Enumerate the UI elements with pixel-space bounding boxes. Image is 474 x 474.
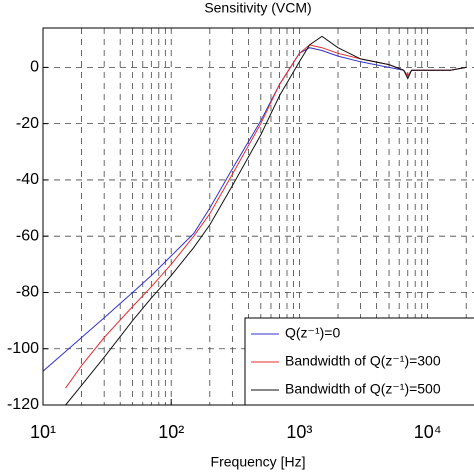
legend-box [244, 317, 474, 406]
y-tick-label: -20 [16, 115, 39, 132]
legend-label: Q(z⁻¹)=0 [285, 325, 340, 341]
x-tick-label: 10³ [286, 422, 312, 442]
y-tick-label: 0 [30, 59, 39, 76]
x-tick-label: 10⁴ [414, 422, 442, 442]
x-tick-label: 10² [158, 422, 184, 442]
y-tick-label: -40 [16, 171, 39, 188]
x-axis-label: Frequency [Hz] [211, 454, 306, 470]
legend-label: Bandwidth of Q(z⁻¹)=300 [285, 353, 441, 369]
legend-label: Bandwidth of Q(z⁻¹)=500 [285, 381, 441, 397]
y-tick-label: -100 [7, 340, 39, 357]
series-line [65, 44, 467, 389]
y-tick-label: -60 [16, 227, 39, 244]
y-tick-label: -80 [16, 284, 39, 301]
y-tick-label: -120 [7, 396, 39, 413]
plot-lines [43, 35, 467, 405]
series-line [65, 35, 467, 405]
x-tick-label: 10¹ [30, 422, 56, 442]
chart-title: Sensitivity (VCM) [204, 0, 311, 16]
